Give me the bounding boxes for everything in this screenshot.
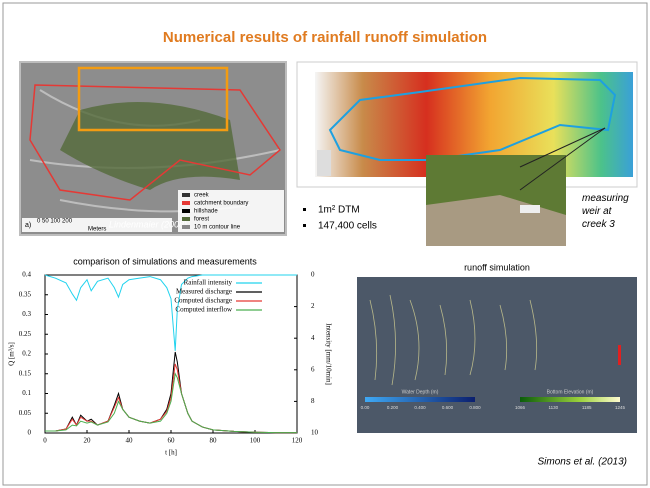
y-tick-label: 0 <box>28 429 32 437</box>
y2-tick-label: 2 <box>311 302 315 310</box>
series-line <box>45 352 297 433</box>
colorbar-tick: 1245 <box>615 405 626 410</box>
colorbar-tick: 0.800 <box>469 405 481 410</box>
legend-label: Rainfall intensity <box>184 279 233 287</box>
colorbar-tick: 0.400 <box>414 405 426 410</box>
map-legend-label: hillshade <box>194 209 218 215</box>
sim-title: runoff simulation <box>464 262 530 272</box>
simulation-image <box>357 277 637 433</box>
y-tick-label: 0.4 <box>22 271 31 279</box>
legend-swatch <box>182 193 190 197</box>
map-image <box>20 62 286 235</box>
colorbar-tick: 1066 <box>515 405 526 410</box>
y-tick-label: 0.2 <box>22 350 31 358</box>
map-legend-label: forest <box>194 217 209 223</box>
colorbar-tick: 1130 <box>548 405 558 410</box>
colorbar-tick: 1185 <box>582 405 592 410</box>
elev-label: Bottom Elevation (m) <box>547 389 594 395</box>
map-legend-label: catchment boundary <box>194 201 248 207</box>
map-legend-label: 10 m contour line <box>194 225 241 231</box>
map-panel-label: a) <box>25 222 31 229</box>
map-credit: Lindenmaier (2008) <box>109 219 187 229</box>
legend-label: Computed interflow <box>175 306 233 314</box>
y-tick-label: 0.05 <box>19 409 32 417</box>
y-tick-label: 0.25 <box>19 330 32 338</box>
legend-swatch <box>182 225 190 229</box>
y2-tick-label: 4 <box>311 334 315 342</box>
series-line <box>45 275 297 351</box>
y-tick-label: 0.1 <box>22 389 31 397</box>
x-tick-label: 40 <box>126 437 134 445</box>
colorbar-tick: 0.00 <box>361 405 370 410</box>
legend-swatch <box>182 201 190 205</box>
x-axis-label: t [h] <box>165 449 177 457</box>
legend-label: Measured discharge <box>176 288 232 296</box>
legend-label: Computed discharge <box>174 297 232 305</box>
map-scale: 0 50 100 200 <box>37 219 73 225</box>
title: Numerical results of rainfall runoff sim… <box>163 29 487 46</box>
x-tick-label: 120 <box>292 437 303 445</box>
y2-tick-label: 8 <box>311 397 315 405</box>
slide-canvas: Numerical results of rainfall runoff sim… <box>0 0 650 488</box>
map-legend-label: creek <box>194 193 210 199</box>
series-line <box>45 374 297 433</box>
y-tick-label: 0.35 <box>19 290 32 298</box>
x-tick-label: 20 <box>84 437 92 445</box>
legend-swatch <box>182 217 190 221</box>
y-axis-label: Q [m³/s] <box>8 342 16 366</box>
x-tick-label: 80 <box>210 437 218 445</box>
map-scale-unit: Meters <box>88 227 106 233</box>
x-tick-label: 100 <box>250 437 261 445</box>
y2-tick-label: 6 <box>311 365 315 373</box>
y-tick-label: 0.15 <box>19 369 32 377</box>
depth-label: Water Depth (m) <box>402 389 439 395</box>
colorbar-tick: 0.600 <box>442 405 454 410</box>
legend-swatch <box>182 209 190 213</box>
y2-tick-label: 0 <box>311 271 315 279</box>
bullet-text: 1m² DTM <box>318 205 360 216</box>
bullet <box>303 208 306 211</box>
chart-title: comparison of simulations and measuremen… <box>73 256 257 266</box>
slide: Numerical results of rainfall runoff sim… <box>0 0 650 488</box>
x-tick-label: 60 <box>168 437 176 445</box>
bullet-text: 147,400 cells <box>318 221 377 232</box>
citation: Simons et al. (2013) <box>538 457 628 468</box>
y2-tick-label: 10 <box>311 429 319 437</box>
x-tick-label: 0 <box>43 437 47 445</box>
y2-axis-label: Intensity [mm/10min] <box>324 323 332 385</box>
y-tick-label: 0.3 <box>22 310 31 318</box>
colorbar-tick: 0.200 <box>387 405 399 410</box>
bullet <box>303 224 306 227</box>
photo-caption: measuring weir at creek 3 <box>582 192 632 231</box>
